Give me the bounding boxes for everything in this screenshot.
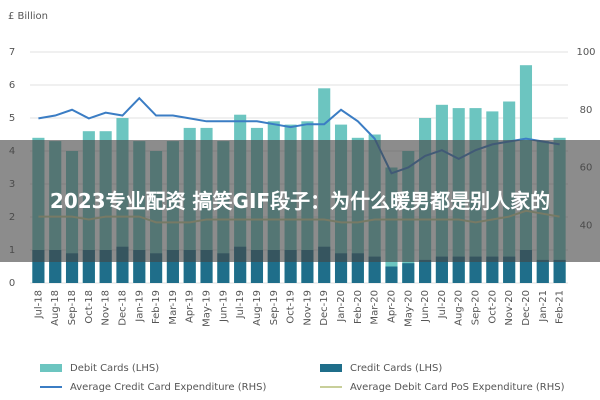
x-tick-label: Feb-21: [555, 290, 566, 324]
x-tick-label: Sep-18: [67, 290, 78, 325]
x-tick-label: Oct-19: [286, 290, 297, 324]
x-tick-label: Jul-20: [437, 290, 448, 319]
x-tick-label: Mar-19: [168, 290, 179, 325]
y-tick-label: 5: [9, 113, 15, 124]
x-tick-label: Aug-20: [454, 290, 465, 326]
x-tick-label: Dec-19: [319, 290, 330, 326]
x-tick-label: Apr-19: [185, 290, 196, 323]
x-tick-label: Mar-20: [370, 290, 381, 325]
x-tick-label: Aug-18: [50, 290, 61, 326]
x-tick-label: Jun-20: [420, 290, 431, 323]
x-tick-label: Oct-18: [84, 290, 95, 324]
x-tick-label: Jan-21: [538, 290, 549, 323]
x-tick-label: Nov-19: [302, 290, 313, 326]
y-tick-label: 6: [9, 80, 15, 91]
banner-text: 2023专业配资 搞笑GIF段子：为什么暖男都是别人家的: [49, 189, 551, 213]
x-tick-label: Nov-18: [101, 290, 112, 326]
x-tick-label: Dec-18: [117, 290, 128, 326]
y-axis-label: £ Billion: [8, 11, 48, 22]
bar: [402, 263, 415, 283]
legend-swatch: [40, 364, 62, 372]
bar: [452, 256, 465, 283]
x-tick-label: Oct-20: [487, 290, 498, 324]
x-tick-label: Jan-20: [336, 290, 347, 323]
y-tick-label: 0: [9, 278, 15, 289]
x-tick-label: Jun-19: [218, 290, 229, 323]
x-tick-label: Sep-20: [471, 290, 482, 325]
bar: [419, 259, 432, 283]
legend-label: Debit Cards (LHS): [70, 363, 159, 374]
x-tick-label: Jan-19: [134, 290, 145, 323]
y-tick-label: 7: [9, 47, 15, 58]
bar: [368, 256, 381, 283]
bar: [435, 256, 448, 283]
x-tick-label: Dec-20: [521, 290, 532, 326]
bar: [536, 259, 549, 283]
x-tick-label: Jul-18: [33, 290, 44, 319]
y2-tick-label: 100: [576, 47, 595, 58]
banner: 2023专业配资 搞笑GIF段子：为什么暖男都是别人家的: [0, 140, 600, 262]
x-tick-label: May-20: [403, 290, 414, 327]
x-tick-label: Nov-20: [504, 290, 515, 326]
legend-swatch: [320, 364, 342, 372]
y2-tick-label: 80: [580, 105, 593, 116]
x-tick-label: Jul-19: [235, 290, 246, 319]
legend-label: Average Credit Card Expenditure (RHS): [70, 382, 266, 393]
x-tick-label: Aug-19: [252, 290, 263, 326]
x-tick-label: Sep-19: [269, 290, 280, 325]
bar: [486, 256, 499, 283]
x-tick-label: Feb-19: [151, 290, 162, 324]
bar: [385, 266, 398, 283]
bar: [553, 259, 566, 283]
x-tick-label: Feb-20: [353, 290, 364, 324]
x-tick-label: Apr-20: [386, 290, 397, 323]
bar: [503, 256, 516, 283]
x-tick-label: May-19: [202, 290, 213, 327]
legend-label: Credit Cards (LHS): [350, 363, 442, 374]
legend-label: Average Debit Card PoS Expenditure (RHS): [350, 382, 565, 393]
bar: [469, 256, 482, 283]
